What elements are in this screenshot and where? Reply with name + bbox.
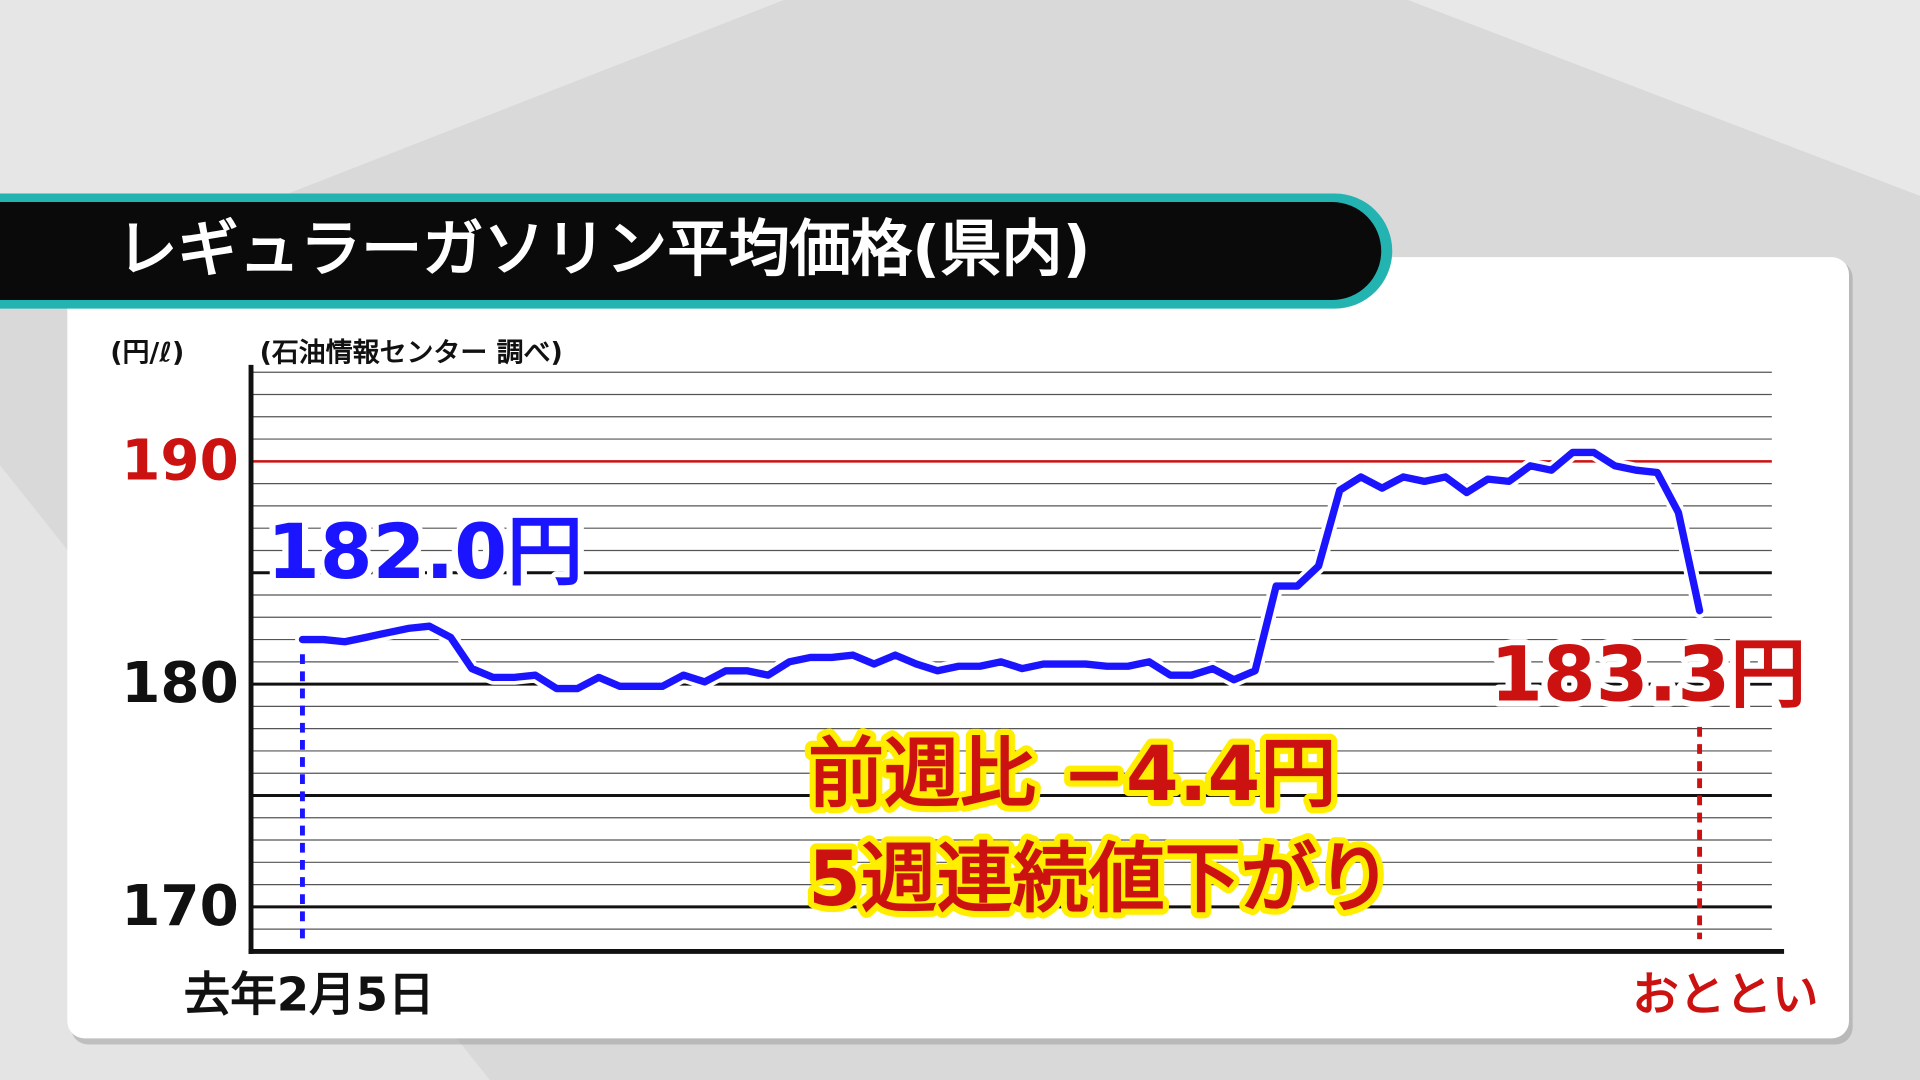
title-bar [0, 202, 1382, 300]
x-tick-label: おととい [1632, 967, 1818, 1021]
plot: 170 180 190 去年2月5日 おととい 182.0円 183.3円 [121, 364, 1818, 1021]
annotation: 5週連続値下がり [808, 835, 1392, 923]
y-axis-unit: (円/ℓ) [110, 337, 184, 368]
y-tick-label: 180 [121, 651, 239, 716]
x-tick-label: 去年2月5日 [184, 967, 435, 1021]
y-tick-label: 170 [121, 874, 239, 939]
title: レギュラーガソリン平均価格(県内) [116, 214, 1090, 285]
value-label: 182.0円 [267, 508, 583, 596]
value-label: 183.3円 [1490, 631, 1806, 719]
panel [67, 257, 1849, 1039]
y-tick-label: 190 [121, 428, 239, 493]
line [298, 448, 1704, 693]
annotation: 前週比 −4.4円 [808, 730, 1336, 818]
source-note: (石油情報センター 調べ) [260, 337, 563, 368]
